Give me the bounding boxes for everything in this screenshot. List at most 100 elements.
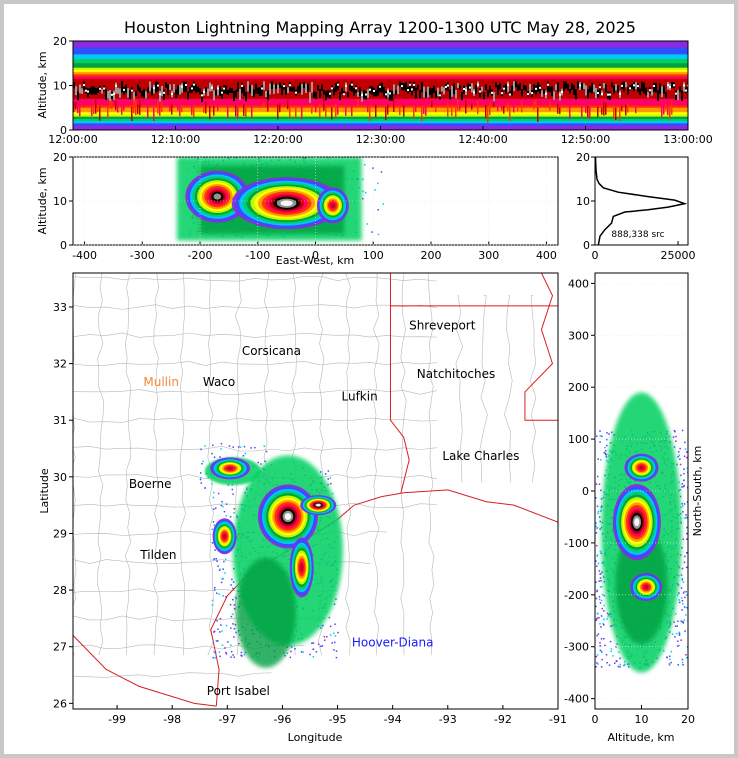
- altitude-drip: [619, 106, 621, 121]
- altitude-drip: [179, 106, 181, 117]
- scatter-point: [231, 155, 233, 157]
- density-level: [227, 466, 233, 470]
- altitude-streak: [431, 87, 433, 98]
- altitude-peak: [619, 92, 621, 95]
- scatter-point: [606, 432, 608, 434]
- county-line: [73, 445, 437, 452]
- altitude-streak: [467, 83, 469, 91]
- county-line: [73, 304, 437, 310]
- scatter-point: [599, 580, 601, 582]
- altitude-peak: [379, 85, 381, 88]
- scatter-point: [225, 596, 227, 598]
- altitude-drip: [227, 104, 229, 119]
- tick-label: -300: [130, 249, 155, 262]
- altitude-drip: [335, 103, 337, 118]
- scatter-point: [685, 514, 687, 516]
- altitude-streak: [297, 86, 299, 94]
- altitude-drip: [325, 107, 327, 119]
- tick-label: 20: [53, 151, 67, 164]
- scatter-point: [335, 650, 338, 652]
- altitude-peak: [413, 83, 415, 86]
- altitude-streak: [595, 87, 597, 99]
- scatter-point: [289, 656, 292, 659]
- plan-view-cell: [212, 518, 237, 555]
- scatter-point: [599, 520, 602, 523]
- scatter-point: [257, 461, 259, 464]
- altitude-streak: [521, 89, 523, 97]
- scatter-point: [601, 607, 603, 610]
- altitude-streak: [485, 84, 487, 91]
- altitude-streak: [411, 86, 413, 96]
- altitude-drip: [455, 106, 457, 119]
- scatter-point: [671, 633, 674, 635]
- altitude-streak: [147, 87, 149, 93]
- scatter-point: [681, 429, 684, 432]
- scatter-point: [686, 526, 688, 529]
- scatter-point: [683, 484, 685, 487]
- altitude-streak: [253, 89, 255, 97]
- scatter-point: [300, 651, 303, 653]
- altitude-streak: [337, 81, 339, 91]
- scatter-point: [218, 593, 220, 595]
- altitude-streak: [167, 84, 169, 95]
- scatter-point: [250, 447, 252, 449]
- altitude-streak: [307, 83, 309, 92]
- scatter-point: [595, 655, 598, 658]
- scatter-point: [682, 511, 684, 513]
- altitude-streak: [613, 85, 615, 94]
- altitude-streak: [205, 87, 207, 93]
- scatter-point: [244, 452, 247, 455]
- scatter-point: [234, 623, 237, 626]
- altitude-streak: [471, 83, 473, 93]
- tick-label: 300: [478, 249, 499, 262]
- scatter-point: [674, 625, 677, 628]
- altitude-streak: [423, 86, 425, 98]
- scatter-point: [596, 612, 599, 615]
- city-label: Waco: [203, 375, 235, 389]
- scatter-point: [599, 528, 601, 530]
- mississippi-river-border: [524, 273, 558, 421]
- tick-label: 32: [53, 358, 67, 371]
- scatter-point: [371, 231, 373, 233]
- altitude-peak: [361, 93, 363, 96]
- altitude-drip: [351, 103, 353, 117]
- density-level: [300, 563, 304, 572]
- tick-label: -200: [188, 249, 213, 262]
- scatter-point: [596, 654, 599, 656]
- altitude-peak: [675, 92, 677, 95]
- county-line: [73, 332, 437, 338]
- scatter-point: [330, 482, 332, 485]
- scatter-point: [327, 483, 329, 486]
- scatter-point: [290, 650, 292, 653]
- scatter-point: [595, 497, 597, 499]
- altitude-drip: [289, 106, 291, 119]
- tick-label: 0: [582, 485, 589, 498]
- scatter-point: [213, 456, 216, 459]
- altitude-drip: [387, 104, 389, 115]
- scatter-point: [204, 445, 206, 447]
- scatter-point: [596, 527, 598, 529]
- altitude-streak: [209, 82, 211, 92]
- scatter-point: [217, 492, 220, 495]
- rio-grande-border: [73, 635, 217, 707]
- scatter-point: [220, 581, 223, 584]
- scatter-point: [222, 568, 224, 570]
- scatter-point: [682, 485, 685, 488]
- north-south-cell: [630, 573, 663, 602]
- scatter-point: [368, 154, 370, 156]
- altitude-drip: [139, 100, 141, 115]
- altitude-streak: [95, 88, 97, 95]
- altitude-streak: [535, 85, 537, 95]
- county-line: [345, 273, 352, 656]
- scatter-point: [607, 615, 609, 617]
- scatter-point: [315, 651, 318, 653]
- scatter-point: [596, 475, 599, 478]
- city-label: Tilden: [139, 548, 176, 562]
- scatter-point: [681, 547, 683, 549]
- altitude-drip: [425, 102, 427, 116]
- scatter-point: [669, 658, 671, 661]
- scatter-point: [601, 593, 604, 596]
- altitude-peak: [337, 83, 339, 86]
- altitude-streak: [75, 86, 77, 96]
- source-count-label: 888,338 src: [611, 230, 664, 240]
